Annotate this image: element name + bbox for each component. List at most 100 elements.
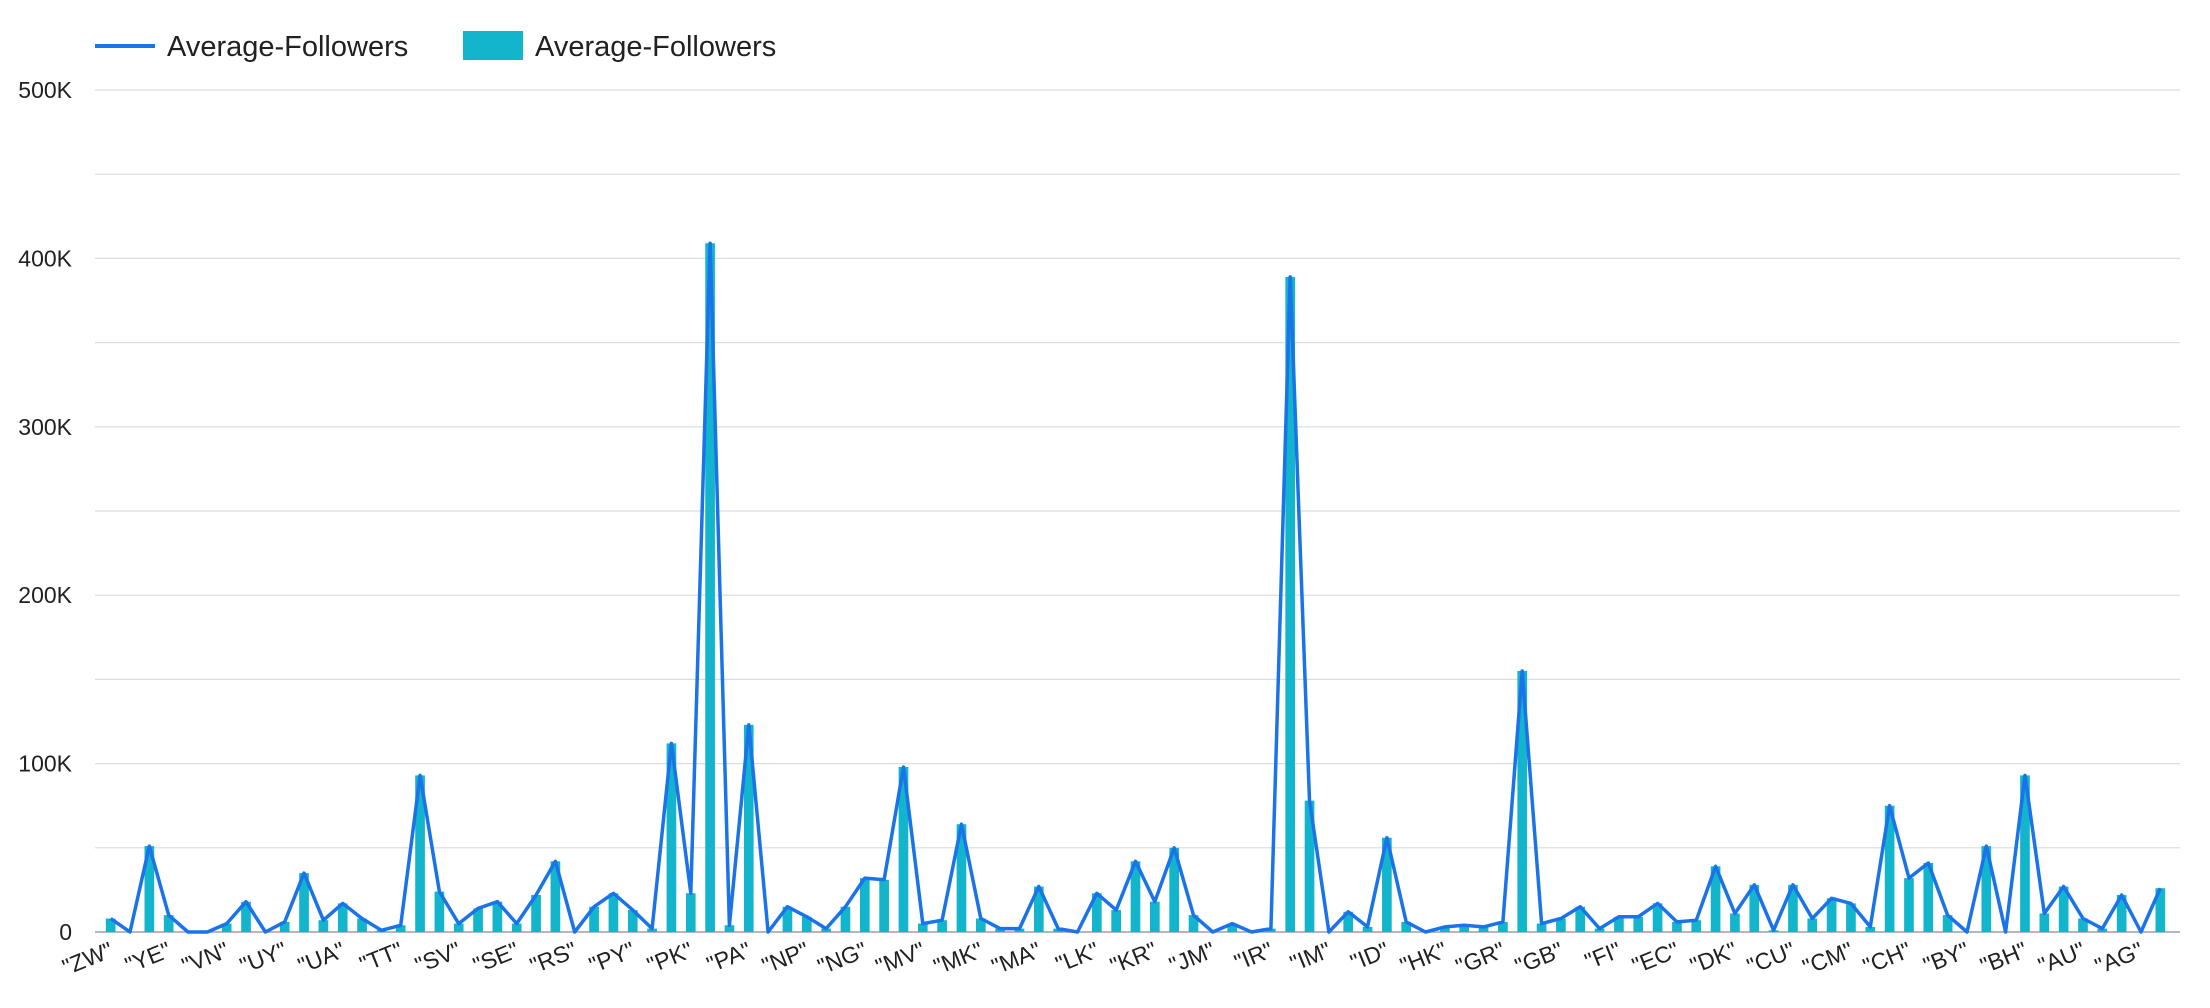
x-tick-label: "PA" (703, 937, 755, 978)
x-tick-label: "BY" (1920, 937, 1973, 979)
y-tick-label: 400K (18, 245, 72, 271)
series-line (109, 241, 2162, 934)
bar (144, 846, 155, 932)
x-tick-label: "JM" (1165, 937, 1218, 979)
bar (685, 893, 696, 932)
bar (879, 879, 889, 932)
bar (1691, 920, 1702, 932)
bar (357, 918, 367, 932)
bar (1188, 915, 1199, 932)
bar (1942, 915, 1953, 932)
bar (782, 906, 793, 932)
bar (801, 916, 812, 932)
bar (299, 873, 309, 932)
bar (1536, 923, 1547, 932)
bar (105, 918, 116, 932)
bar (241, 901, 251, 932)
bar (608, 893, 619, 932)
x-tick-label: "VN" (178, 937, 233, 979)
bar (1904, 878, 1914, 932)
x-tick-label: "MA" (988, 937, 1045, 980)
bar (2020, 775, 2030, 932)
bar (898, 766, 909, 932)
bar (1304, 800, 1315, 932)
x-tick-label: "MV" (872, 937, 929, 980)
bar (1362, 926, 1373, 932)
x-tick-label: "CM" (1799, 937, 1857, 981)
x-tick-label: "HK" (1396, 937, 1451, 979)
bar (666, 743, 677, 932)
x-tick-label: "AG" (2091, 937, 2147, 980)
bar (1285, 276, 1296, 932)
bar (279, 921, 290, 932)
x-tick-label: "NG" (814, 937, 871, 980)
bar (1556, 918, 1566, 932)
bar (1807, 918, 1818, 932)
bar (511, 923, 522, 932)
bar (1517, 670, 1528, 932)
x-tick-label: "MK" (930, 937, 987, 980)
legend-label: Average-Followers (167, 31, 408, 63)
bar (956, 824, 967, 932)
x-tick-label: "KR" (1106, 937, 1161, 979)
bar (1826, 898, 1837, 932)
x-tick-label: "EC" (1628, 937, 1683, 979)
bar (937, 920, 947, 932)
bar (1846, 903, 1856, 932)
bar (840, 906, 851, 932)
bar (1150, 901, 1160, 932)
bar (434, 891, 445, 932)
legend-bar-swatch (463, 31, 523, 60)
bar (1130, 861, 1141, 932)
x-tick-label: "UY" (236, 937, 291, 979)
x-tick-label: "UA" (294, 937, 349, 979)
bar (2058, 886, 2069, 932)
bar (550, 861, 561, 932)
x-tick-label: "PK" (643, 937, 696, 979)
bar (2039, 913, 2050, 932)
bar (1923, 862, 1934, 932)
bar (627, 910, 638, 932)
bar (415, 775, 425, 932)
bar (1033, 886, 1044, 932)
y-tick-label: 200K (18, 582, 72, 608)
x-tick-label: "TT" (356, 937, 407, 978)
bar (1884, 805, 1895, 932)
x-tick-label: "AU" (2034, 937, 2089, 979)
bar (589, 906, 599, 932)
bar (1169, 847, 1180, 932)
bar (1091, 893, 1102, 932)
bar (1788, 884, 1798, 932)
bar (1575, 906, 1586, 932)
bar (473, 908, 483, 932)
x-tick-label: "YE" (121, 937, 174, 979)
bar (743, 724, 754, 932)
x-tick-label: "IR" (1231, 937, 1277, 976)
x-tick-label: "CH" (1859, 937, 1915, 980)
bar (2155, 888, 2166, 932)
bar (221, 923, 232, 932)
bar (1382, 837, 1392, 932)
bar (1672, 921, 1682, 932)
x-tick-label: "IM" (1286, 937, 1335, 977)
bar (2116, 894, 2127, 932)
bar (318, 920, 329, 932)
x-tick-label: "RS" (526, 937, 581, 979)
y-tick-label: 500K (18, 77, 72, 103)
x-tick-label: "SV" (411, 937, 464, 979)
bar (859, 878, 870, 932)
bar (492, 901, 503, 932)
bar (1633, 916, 1644, 932)
bar (163, 915, 174, 932)
x-tick-label: "BH" (1976, 937, 2031, 979)
y-tick-label: 300K (18, 414, 72, 440)
legend-label: Average-Followers (535, 31, 776, 63)
x-tick-label: "FI" (1581, 937, 1625, 975)
x-tick-label: "GB" (1511, 937, 1567, 980)
x-tick-label: "GR" (1452, 937, 1509, 980)
x-tick-label: "SE" (469, 937, 522, 979)
bar (1111, 910, 1121, 932)
bar (705, 243, 715, 932)
y-tick-label: 0 (59, 919, 72, 945)
